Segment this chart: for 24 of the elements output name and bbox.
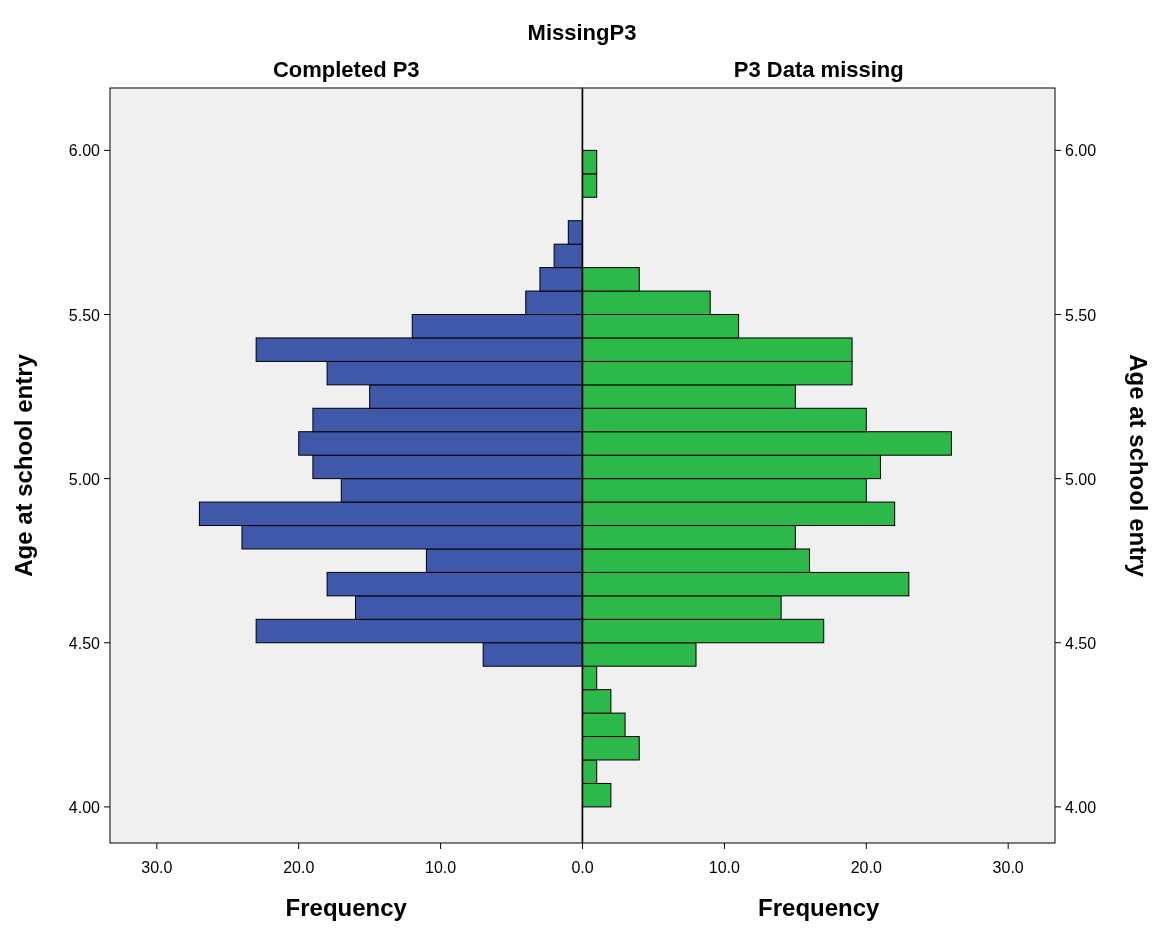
- y-tick-label: 4.50: [68, 634, 101, 652]
- x-tick-label: 0.0: [571, 859, 594, 876]
- y-axis-title: Age at school entry: [10, 353, 37, 577]
- x-tick-label: 10.0: [708, 859, 741, 876]
- x-tick-label: 30.0: [992, 859, 1024, 876]
- y-tick-label: 4.50: [1065, 634, 1097, 652]
- y-tick-label: 5.00: [68, 470, 101, 488]
- x-tick-label: 30.0: [141, 859, 173, 876]
- x-axis-title: Frequency: [285, 894, 408, 921]
- chart-title: MissingP3: [527, 20, 637, 45]
- x-tick-label: 20.0: [850, 859, 882, 876]
- chart-subtitle: P3 Data missing: [733, 57, 904, 82]
- y-tick-label: 6.00: [68, 142, 101, 160]
- y-tick-label: 6.00: [1065, 142, 1097, 160]
- chart-subtitle: Completed P3: [272, 57, 420, 82]
- x-axis-title: Frequency: [758, 894, 881, 921]
- y-tick-label: 5.50: [68, 306, 101, 324]
- y-tick-label: 4.00: [68, 798, 101, 816]
- y-tick-label: 5.50: [1065, 306, 1097, 324]
- y-tick-label: 5.00: [1065, 470, 1097, 488]
- x-tick-label: 20.0: [283, 859, 315, 876]
- y-tick-label: 4.00: [1065, 798, 1097, 816]
- x-tick-label: 10.0: [425, 859, 457, 876]
- y-axis-title: Age at school entry: [1125, 354, 1152, 578]
